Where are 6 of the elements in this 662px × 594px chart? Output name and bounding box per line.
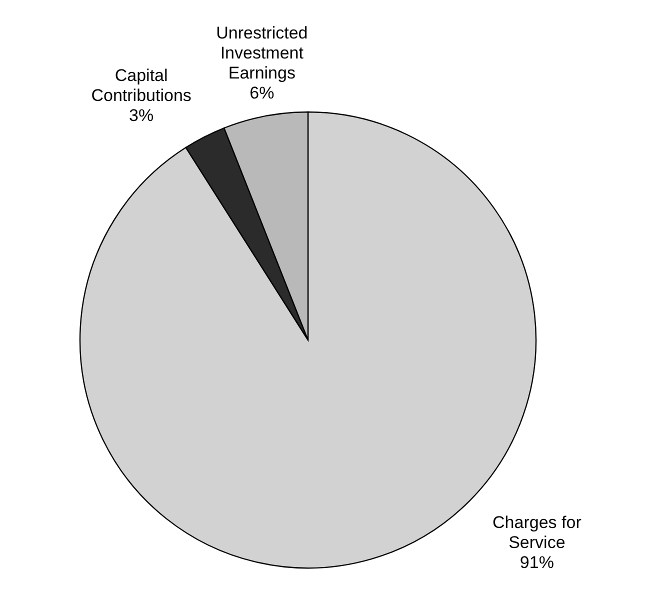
slice-label: Capital Contributions bbox=[91, 66, 192, 105]
data-label: 6% bbox=[250, 83, 274, 102]
data-label: 91% bbox=[520, 552, 554, 572]
slice-label: Charges for Service bbox=[492, 512, 582, 552]
slice-label: Unrestricted Investment Earnings bbox=[216, 23, 308, 82]
data-label: 3% bbox=[129, 106, 154, 125]
